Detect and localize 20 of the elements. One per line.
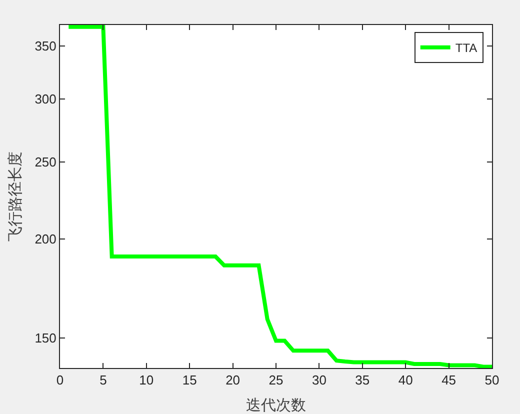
x-tick-label: 45: [442, 372, 456, 388]
x-tick-label: 25: [268, 372, 284, 388]
y-tick-label: 150: [34, 330, 56, 346]
x-tick-label: 5: [100, 372, 107, 388]
x-tick-label: 35: [355, 372, 370, 388]
x-tick-label: 50: [484, 372, 500, 388]
x-tick-label: 10: [139, 372, 154, 388]
x-tick-label: 15: [182, 372, 197, 388]
x-tick-label: 40: [398, 372, 413, 388]
x-axis-title: 迭代次数: [246, 397, 306, 414]
y-tick-label: 200: [34, 231, 56, 246]
line-series: [66, 25, 492, 368]
y-axis-title: 飞行路径长度: [7, 152, 24, 242]
legend-label: TTA: [455, 41, 478, 56]
y-tick-label: 350: [34, 38, 56, 54]
y-tick-label: 250: [34, 154, 56, 170]
x-tick-label: 20: [226, 372, 240, 388]
x-tick-label: 30: [312, 372, 326, 388]
x-tick-label: 0: [56, 372, 64, 388]
y-tick-label: 300: [34, 92, 56, 107]
